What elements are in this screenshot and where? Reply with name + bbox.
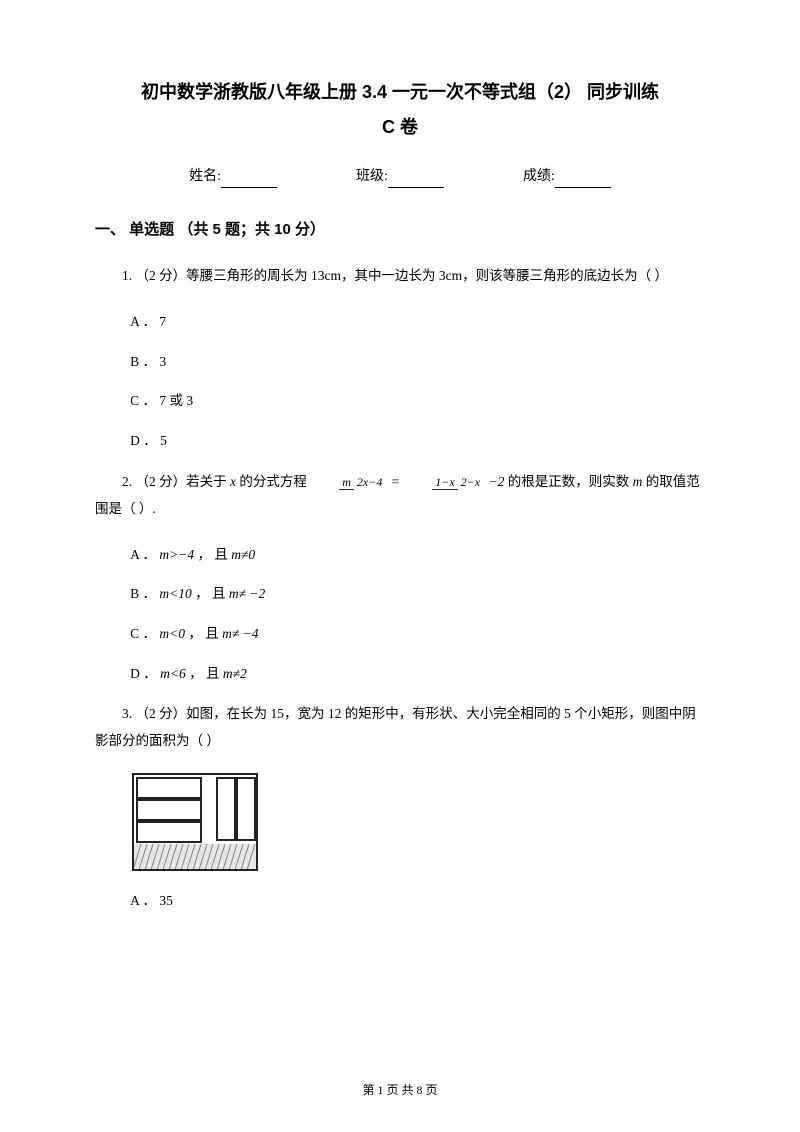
question-1-option-a: A ． 7 (95, 307, 705, 337)
q2d-pre: D ． (130, 666, 160, 681)
question-3-stem: 3. （2 分）如图，在长为 15，宽为 12 的矩形中，有形状、大小完全相同的… (95, 700, 705, 754)
q2c-expr1: m<0 (159, 626, 185, 641)
q2c-expr2: m≠ −4 (222, 626, 258, 641)
q2c-mid: ， 且 (185, 626, 222, 641)
q2d-expr2: m≠2 (223, 666, 247, 681)
name-label: 姓名: (189, 166, 221, 188)
q2a-expr1: m>−4 (159, 547, 194, 562)
q2b-mid: ， 且 (192, 586, 229, 601)
question-3-figure (131, 772, 705, 872)
q2d-mid: ， 且 (186, 666, 223, 681)
score-blank (555, 172, 611, 188)
question-1-option-c: C ． 7 或 3 (95, 386, 705, 416)
question-1-option-b: B ． 3 (95, 347, 705, 377)
q2-text-mid1: 的分式方程 (239, 474, 310, 489)
question-2-stem: 2. （2 分）若关于 x 的分式方程 m2x−4 = 1−x2−x −2 的根… (95, 468, 705, 522)
q2c-pre: C ． (130, 626, 159, 641)
question-2-option-a: A ． m>−4 ， 且 m≠0 (95, 540, 705, 570)
q2-frac-right-den: 2−x (458, 475, 483, 489)
q2a-pre: A ． (130, 547, 159, 562)
q2b-pre: B ． (130, 586, 159, 601)
page-footer: 第 1 页 共 8 页 (0, 1081, 800, 1100)
q2-frac-left-den: 2x−4 (354, 475, 385, 489)
section-1-heading: 一、 单选题 （共 5 题；共 10 分） (95, 218, 705, 242)
q2-eq-sign: = (387, 474, 403, 489)
info-line: 姓名: 班级: 成绩: (95, 166, 705, 188)
q2-var-m: m (633, 474, 646, 489)
q2-frac-left: m2x−4 (312, 476, 385, 489)
q2a-mid: ， 且 (194, 547, 231, 562)
class-blank (388, 172, 444, 188)
name-blank (221, 172, 277, 188)
class-label: 班级: (356, 166, 388, 188)
question-1-stem: 1. （2 分）等腰三角形的周长为 13cm，其中一边长为 3cm，则该等腰三角… (95, 262, 705, 289)
question-3-option-a: A ． 35 (95, 886, 705, 916)
q2-text-pre: 2. （2 分）若关于 (122, 474, 230, 489)
q2-frac-right: 1−x2−x (405, 476, 483, 489)
question-2-option-b: B ． m<10 ， 且 m≠ −2 (95, 579, 705, 609)
q2b-expr2: m≠ −2 (229, 586, 265, 601)
page-title-line2: C 卷 (95, 113, 705, 142)
question-2-option-c: C ． m<0 ， 且 m≠ −4 (95, 619, 705, 649)
q2-var-x: x (230, 474, 239, 489)
q2-eq-tail: −2 (485, 474, 504, 489)
q2a-expr2: m≠0 (231, 547, 255, 562)
q2-frac-right-num: 1−x (432, 475, 457, 490)
q2d-expr1: m<6 (160, 666, 186, 681)
page-title-line1: 初中数学浙教版八年级上册 3.4 一元一次不等式组（2） 同步训练 (95, 78, 705, 107)
question-2-option-d: D ． m<6 ， 且 m≠2 (95, 659, 705, 689)
q2-text-mid2: 的根是正数，则实数 (504, 474, 632, 489)
q2-frac-left-num: m (339, 475, 354, 490)
question-1-option-d: D ． 5 (95, 426, 705, 456)
q2b-expr1: m<10 (159, 586, 191, 601)
score-label: 成绩: (523, 166, 555, 188)
